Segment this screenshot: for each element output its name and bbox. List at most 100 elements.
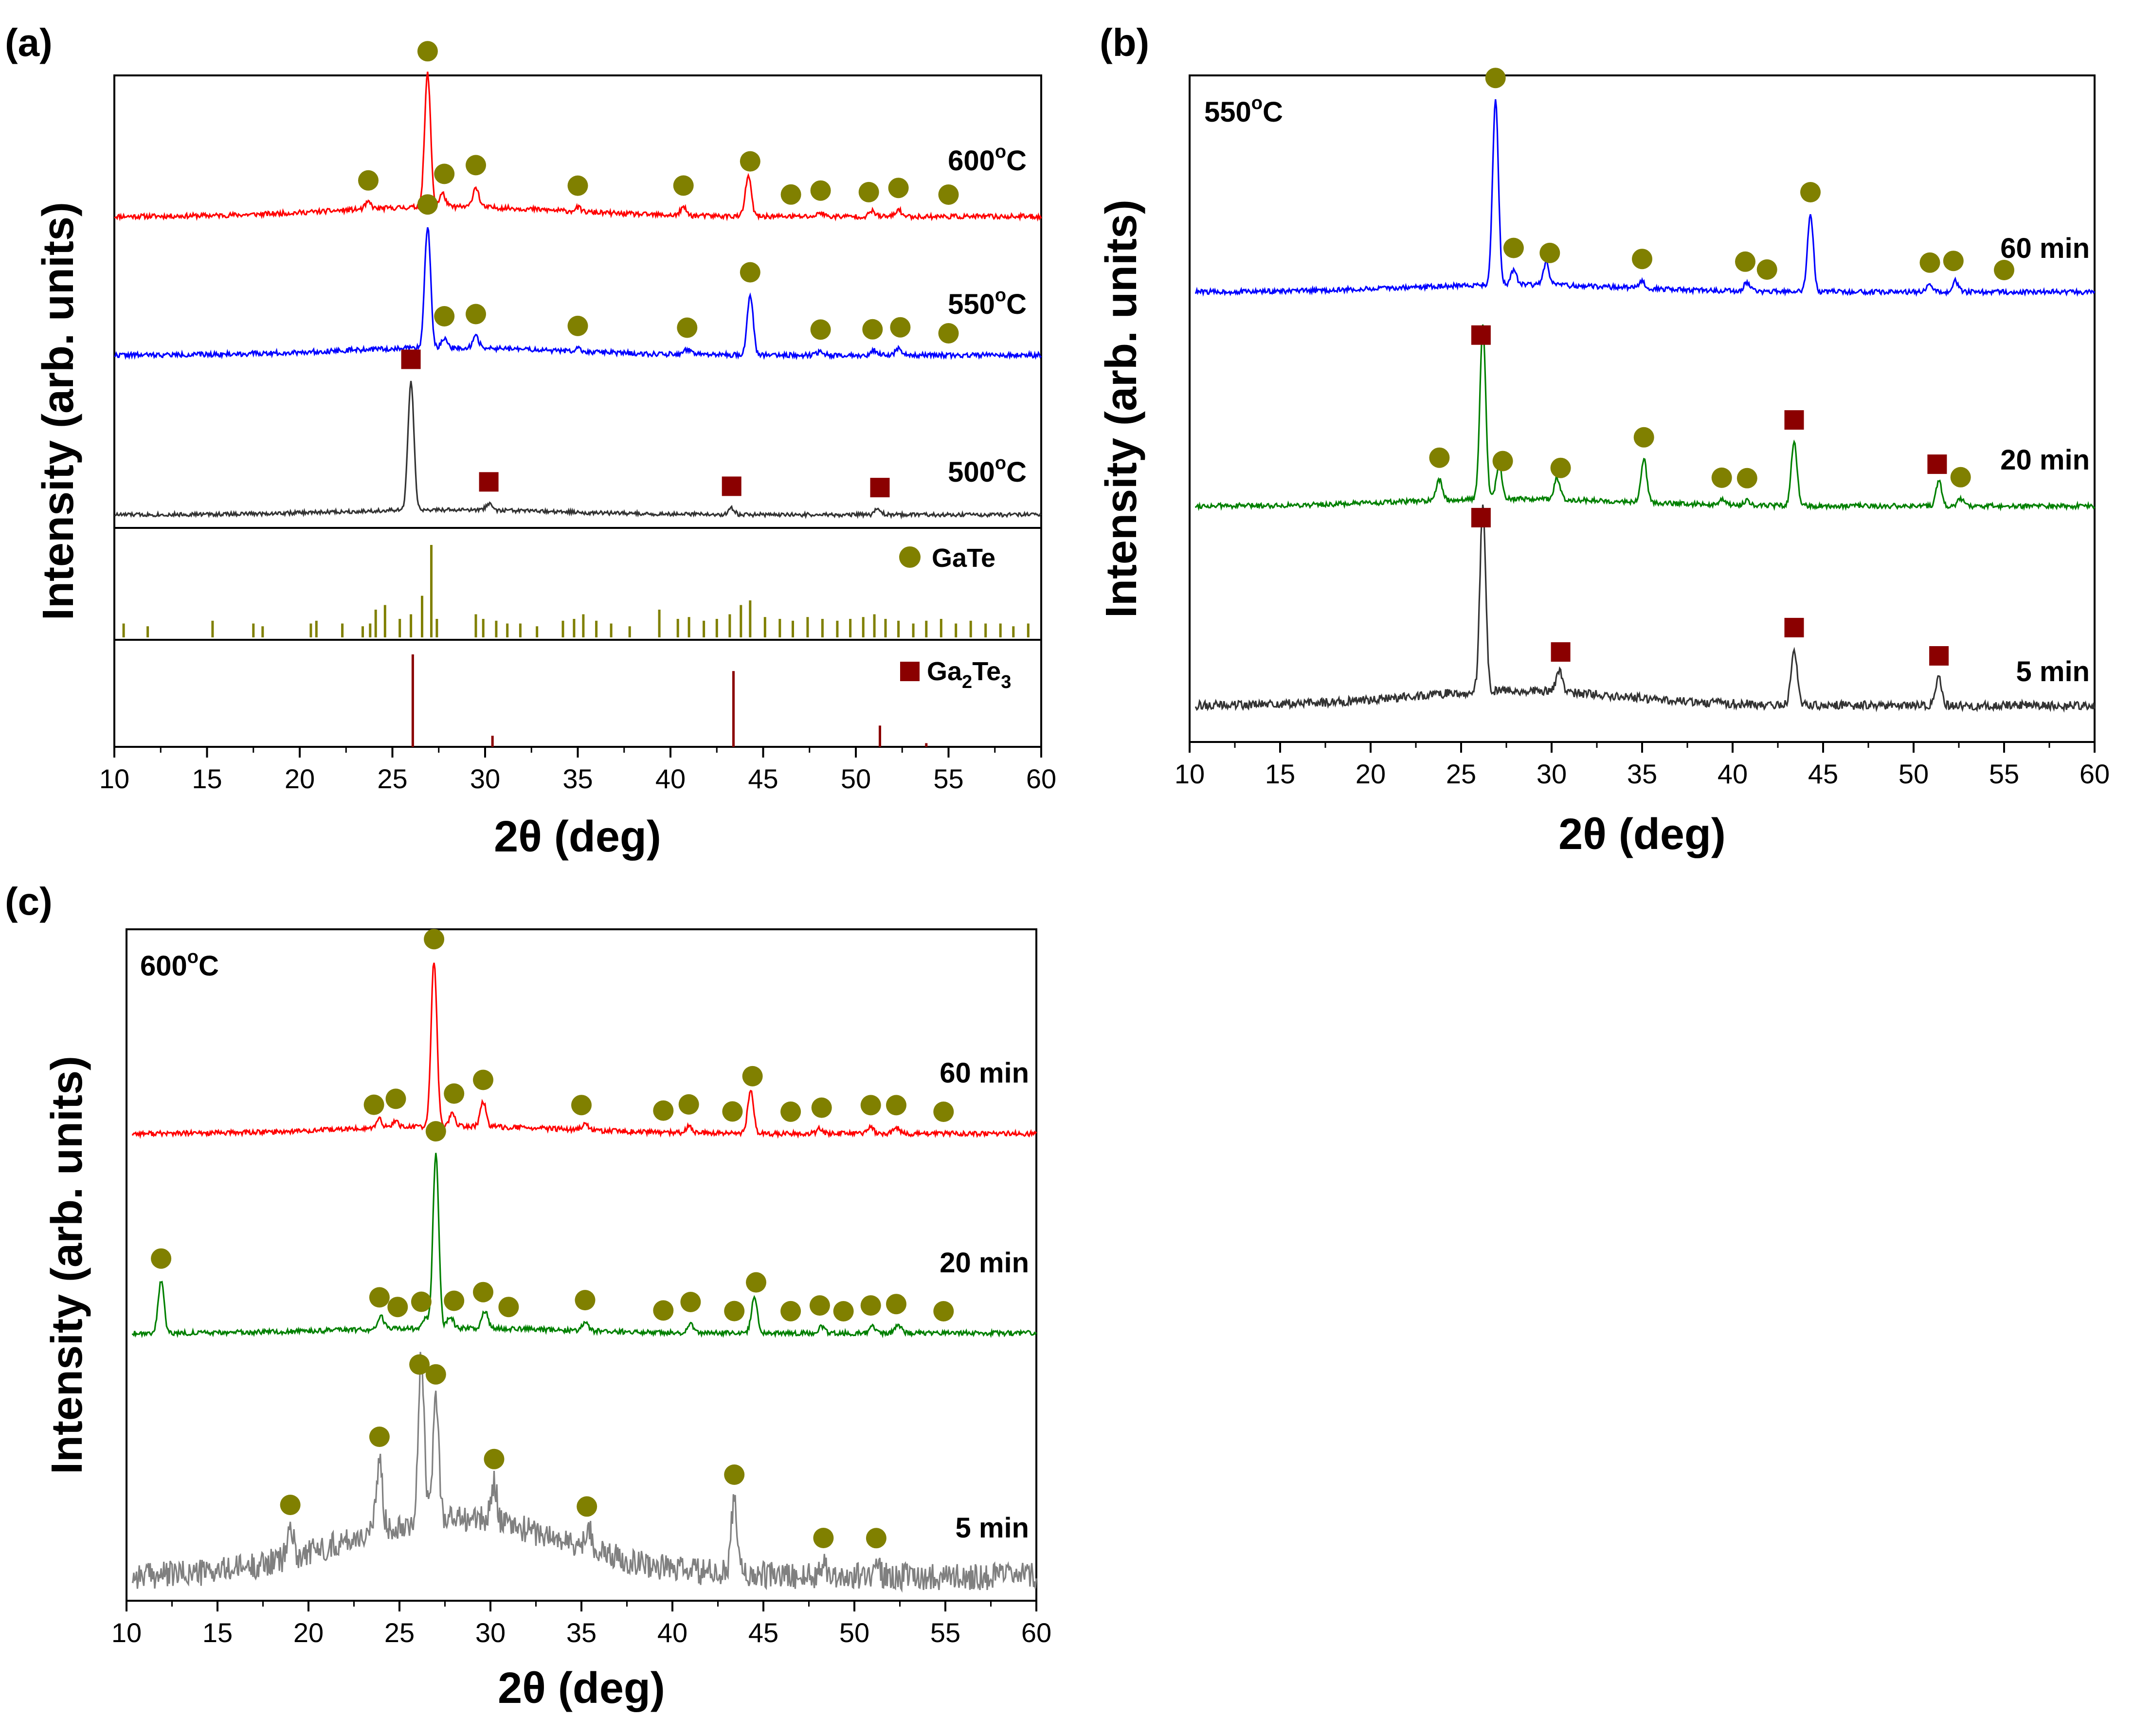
gate-marker (434, 163, 455, 184)
gate-marker (678, 1094, 699, 1115)
gate-marker (740, 151, 760, 172)
gate-marker (860, 1095, 881, 1116)
gate-marker (886, 1294, 906, 1315)
gate-marker (938, 184, 959, 205)
gate-marker (938, 323, 959, 344)
panel-a-x-ticks: 10 15 20 25 30 35 40 45 50 55 60 (99, 747, 1056, 794)
panel-c-label: (c) (5, 880, 53, 923)
x-tick-label: 50 (839, 1617, 869, 1648)
gate-marker (363, 1094, 384, 1115)
x-tick-label: 25 (377, 763, 407, 794)
ga2te3-marker (479, 472, 499, 492)
panel-b-x-ticks: 10 15 20 25 30 35 40 45 50 55 60 (1175, 742, 2110, 789)
x-tick-label: 55 (1989, 759, 2019, 789)
x-tick-label: 30 (475, 1617, 506, 1648)
x-tick-label: 50 (841, 763, 871, 794)
gate-marker (724, 1301, 745, 1321)
gate-marker (466, 304, 486, 325)
gate-marker (810, 319, 831, 340)
xrd-curve-500c (114, 380, 1042, 520)
gate-marker (498, 1297, 519, 1318)
gate-marker (417, 194, 438, 215)
x-tick-label: 25 (1446, 759, 1476, 789)
x-tick-label: 55 (930, 1617, 960, 1648)
series-label-600C: 600oC (948, 142, 1027, 177)
gate-marker (575, 1290, 596, 1311)
x-tick-label: 35 (566, 1617, 597, 1648)
panel-c: (c) 600oC 60 min 20 min 5 min 10 15 20 25 30… (5, 880, 1051, 1713)
gate-marker (722, 1101, 743, 1122)
gate-marker (425, 1121, 446, 1142)
panel-a-y-axis-label: Intensity (arb. units) (34, 202, 83, 620)
x-tick-label: 50 (1899, 759, 1929, 789)
panel-c-title: 600oC (140, 947, 219, 982)
ga2te3-marker (1784, 617, 1804, 637)
panel-a: (a) 600oC 550oC 500oC GaTe Ga2Te3 10 15 20… (5, 21, 1056, 861)
series-label-550C: 550oC (948, 285, 1027, 320)
gate-marker (473, 1069, 493, 1090)
x-tick-label: 25 (384, 1617, 415, 1648)
x-tick-label: 30 (470, 763, 500, 794)
x-tick-label: 20 (285, 763, 315, 794)
xrd-curve-20min (132, 1153, 1037, 1338)
panel-b-y-axis-label: Intensity (arb. units) (1097, 199, 1146, 618)
panel-b-curves (1195, 99, 2096, 713)
legend-gate-label: GaTe (932, 543, 995, 573)
gate-marker (740, 262, 760, 283)
x-tick-label: 10 (1175, 759, 1205, 789)
panel-b-label: (b) (1100, 21, 1149, 64)
x-tick-label: 15 (202, 1617, 233, 1648)
gate-marker (1485, 68, 1506, 89)
gate-marker (567, 175, 588, 196)
gate-marker (1756, 259, 1777, 280)
x-tick-label: 35 (1627, 759, 1657, 789)
gate-marker (369, 1287, 390, 1308)
panel-a-x-axis-label: 2θ (deg) (494, 813, 661, 861)
gate-marker (886, 1095, 906, 1116)
series-label-c-5min: 5 min (956, 1512, 1030, 1544)
gate-marker (746, 1272, 766, 1293)
x-tick-label: 10 (111, 1617, 142, 1648)
gate-marker (1919, 252, 1940, 273)
gate-marker (1492, 451, 1513, 471)
series-label-c-60min: 60 min (940, 1057, 1029, 1089)
gate-marker (1539, 242, 1560, 263)
panel-b: (b) 550oC 60 min 20 min 5 min 10 15 20 25 30… (1097, 21, 2110, 859)
xrd-curve-5min (1195, 505, 2096, 713)
x-tick-label: 45 (748, 1617, 778, 1648)
gate-marker (1735, 251, 1755, 272)
panel-c-markers (151, 929, 954, 1549)
gate-marker (858, 181, 879, 202)
gate-marker (809, 1295, 830, 1316)
gate-marker (680, 1292, 701, 1312)
x-tick-label: 60 (2080, 759, 2110, 789)
gate-marker (780, 1101, 801, 1122)
x-tick-label: 60 (1021, 1617, 1051, 1648)
x-tick-label: 20 (293, 1617, 324, 1648)
gate-marker (653, 1300, 674, 1321)
x-tick-label: 40 (657, 1617, 687, 1648)
gate-marker (1503, 237, 1524, 258)
gate-marker (1429, 447, 1450, 468)
ga2te3-marker (401, 349, 421, 369)
gate-marker (1950, 467, 1971, 488)
gate-marker (444, 1290, 465, 1311)
gate-marker (567, 315, 588, 336)
gate-marker (742, 1066, 763, 1086)
x-tick-label: 15 (192, 763, 222, 794)
gate-marker (424, 929, 445, 950)
gate-marker (833, 1301, 854, 1321)
panel-c-y-axis-label: Intensity (arb. units) (43, 1056, 91, 1474)
gate-marker (369, 1427, 390, 1447)
gate-marker (1632, 249, 1652, 270)
gate-marker (780, 184, 801, 205)
gate-marker (1736, 468, 1757, 488)
xrd-curve-60min (132, 962, 1037, 1139)
series-label-b-5min: 5 min (2016, 656, 2090, 687)
gate-marker (1800, 182, 1821, 202)
ga2te3-marker (1784, 410, 1804, 430)
panel-a-markers (358, 41, 959, 498)
x-tick-label: 15 (1265, 759, 1295, 789)
legend-ga2te3-marker (900, 662, 920, 681)
series-label-b-20min: 20 min (2000, 444, 2090, 476)
